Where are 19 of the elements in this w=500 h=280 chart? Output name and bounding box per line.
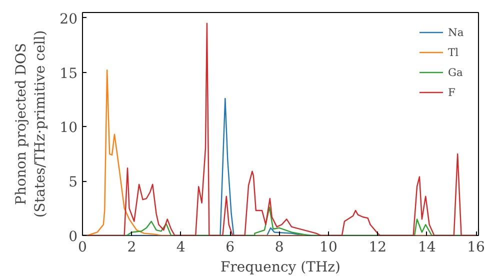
y-tick-label: 20: [60, 11, 78, 28]
x-tick-label: 16: [467, 240, 486, 256]
x-tick-label: 4: [176, 240, 186, 256]
x-tick-label: 6: [226, 240, 235, 256]
legend-label: Na: [448, 26, 465, 38]
x-tick-label: 2: [127, 240, 136, 256]
y-tick-label: 15: [60, 66, 78, 82]
x-axis-title: Frequency (THz): [220, 260, 341, 276]
x-tick-label: 12: [368, 240, 387, 256]
y-axis-title: Phonon projected DOS (States/THz·primitive cell): [13, 30, 49, 218]
legend-label: Tl: [448, 46, 460, 58]
legend-label: F: [448, 86, 456, 98]
y-tick-label: 10: [60, 120, 78, 136]
y-tick-label: 5: [68, 174, 78, 191]
legend-label: Ga: [448, 66, 464, 78]
x-tick-label: 8: [274, 240, 284, 256]
x-tick-label: 14: [418, 240, 436, 256]
x-tick-label: 10: [320, 240, 338, 256]
y-tick-label: 0: [68, 229, 78, 245]
